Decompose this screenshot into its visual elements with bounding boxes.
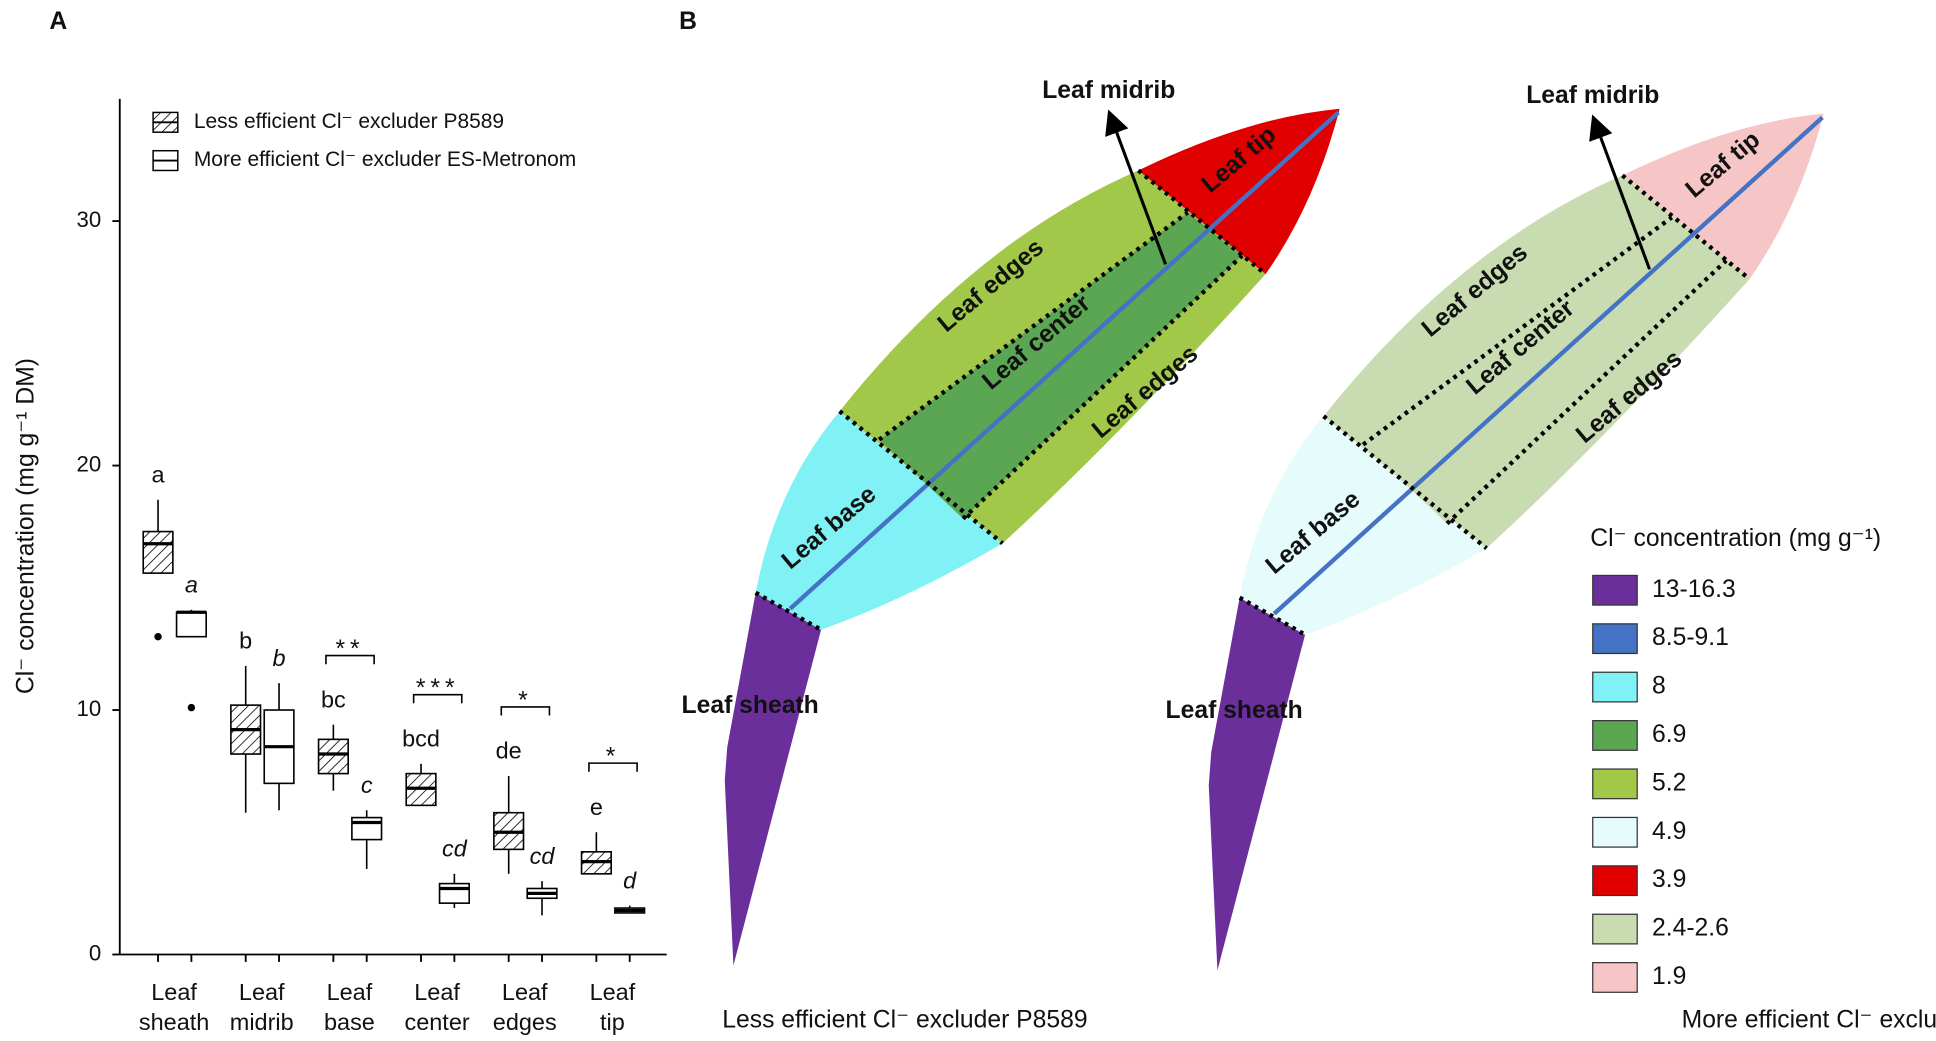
group-letter: a xyxy=(185,572,198,598)
page: A B Cl⁻ concentration (mg g⁻¹ DM) 0 10 20 3… xyxy=(0,0,1936,1041)
group-letter: b xyxy=(273,645,286,671)
sheath-label: Leaf sheath xyxy=(682,692,819,719)
legend-swatch xyxy=(1593,575,1637,605)
group-letter: c xyxy=(361,772,373,798)
x-tick-label: Leaf center xyxy=(399,979,476,1038)
legend-swatch xyxy=(1593,672,1637,702)
y-axis-label: Cl⁻ concentration (mg g⁻¹ DM) xyxy=(13,358,40,694)
y-tick-label: 30 xyxy=(77,207,102,232)
legend-swatch xyxy=(1593,624,1637,654)
significance: * xyxy=(518,687,533,714)
group-letter: d xyxy=(623,867,637,893)
box xyxy=(177,612,207,636)
x-tick-label: Leaf midrib xyxy=(223,979,300,1038)
legend-label: 6.9 xyxy=(1652,721,1686,748)
group-letter: de xyxy=(496,738,522,764)
x-tick-label: Leaf tip xyxy=(574,979,651,1038)
leaf-sheath xyxy=(1209,598,1305,971)
legend-swatch xyxy=(1593,721,1637,751)
significance: ** xyxy=(335,636,364,663)
legend-swatch xyxy=(1593,817,1637,847)
x-tick-label: Leaf edges xyxy=(486,979,563,1038)
legend-label: 13-16.3 xyxy=(1652,576,1736,603)
caption: Less efficient Cl⁻ excluder P8589 xyxy=(722,1007,1087,1034)
sheath-label: Leaf sheath xyxy=(1166,697,1303,724)
group-letter: b xyxy=(239,628,252,654)
group-letter: e xyxy=(590,794,603,820)
legend-label: 2.4-2.6 xyxy=(1652,915,1729,942)
y-tick-label: 0 xyxy=(89,940,101,965)
outlier xyxy=(154,633,161,640)
legend-label: 5.2 xyxy=(1652,769,1686,796)
box xyxy=(440,884,470,904)
leaf-sheath xyxy=(725,593,821,966)
midrib-label: Leaf midrib xyxy=(1042,77,1175,104)
legend-label: Less efficient Cl⁻ excluder P8589 xyxy=(194,110,504,133)
legend-swatch xyxy=(1593,866,1637,896)
category-label-box: Leaf tip xyxy=(557,979,668,1041)
midrib xyxy=(790,112,1338,608)
x-tick-label: Leaf sheath xyxy=(136,979,213,1038)
group-letter: cd xyxy=(442,836,468,862)
panel-label: A xyxy=(49,8,67,35)
box xyxy=(143,532,173,574)
legend-swatch xyxy=(1593,963,1637,993)
group-letter: bc xyxy=(321,686,346,712)
legend-label: More efficient Cl⁻ excluder ES-Metronom xyxy=(194,148,576,171)
legend-swatch xyxy=(1593,914,1637,944)
significance: * xyxy=(606,744,621,771)
figure: A B Cl⁻ concentration (mg g⁻¹ DM) 0 10 20 3… xyxy=(0,0,1936,1041)
legend-label: 4.9 xyxy=(1652,818,1686,845)
group-letter: a xyxy=(152,462,166,488)
caption: More efficient Cl⁻ excluder ES-Metronom xyxy=(1682,1007,1936,1034)
y-tick-label: 10 xyxy=(77,696,102,721)
legend-title: Cl⁻ concentration (mg g⁻¹) xyxy=(1590,525,1881,552)
group-letter: bcd xyxy=(402,726,440,752)
midrib-label: Leaf midrib xyxy=(1526,82,1659,109)
legend-swatch xyxy=(1593,769,1637,799)
box xyxy=(319,739,349,773)
legend-label: 3.9 xyxy=(1652,866,1686,893)
legend-label: 1.9 xyxy=(1652,963,1686,990)
y-tick-label: 20 xyxy=(77,451,102,476)
outlier xyxy=(188,704,195,711)
group-letter: cd xyxy=(530,843,556,869)
panel-label: B xyxy=(679,8,697,35)
x-tick-label: Leaf base xyxy=(311,979,388,1038)
legend-label: 8.5-9.1 xyxy=(1652,624,1729,651)
legend-label: 8 xyxy=(1652,673,1666,700)
significance: *** xyxy=(416,675,460,702)
